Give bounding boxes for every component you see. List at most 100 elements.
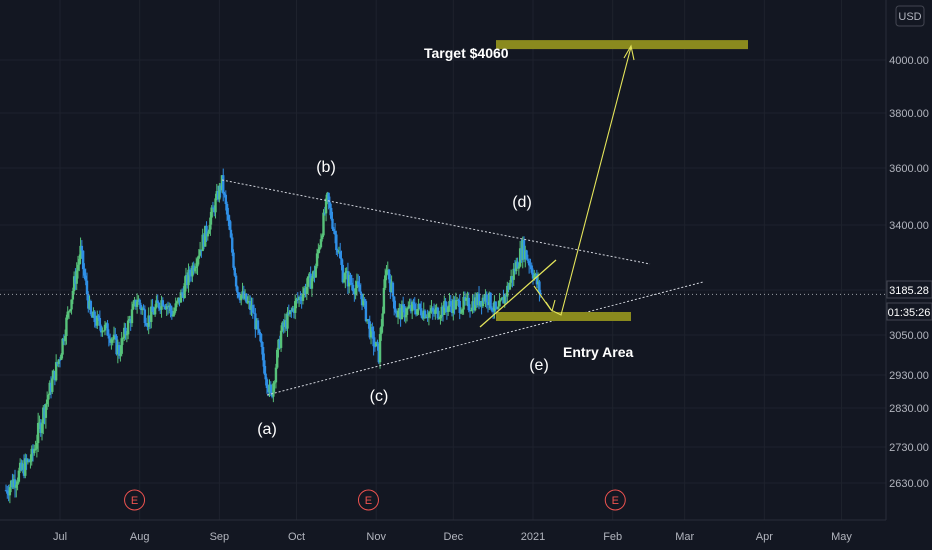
time-axis-labels: Jul Aug Sep Oct Nov Dec 2021 Feb Mar Apr May — [53, 531, 852, 543]
candle-body — [151, 306, 154, 312]
candle-body — [475, 297, 478, 306]
candle-body — [214, 198, 217, 213]
candle-body — [410, 302, 414, 312]
candle-body — [526, 259, 530, 261]
candle-body — [477, 293, 481, 306]
candle-body — [324, 198, 328, 214]
candle-body — [117, 345, 121, 356]
price-tick-label: 3800.00 — [889, 108, 929, 120]
candle-body — [390, 282, 393, 293]
candle-body — [282, 322, 285, 327]
candle-body — [103, 324, 107, 331]
candle-body — [51, 378, 54, 392]
candle-body — [7, 493, 10, 496]
candle-body — [459, 312, 463, 314]
candle-body — [436, 307, 440, 319]
candle-body — [512, 268, 515, 280]
candle-body — [427, 312, 431, 318]
candle-body — [353, 291, 356, 295]
candle-body — [448, 301, 451, 307]
candle-body — [187, 269, 190, 286]
candle-body — [502, 297, 505, 304]
candle-body — [538, 281, 541, 294]
candle-body — [40, 423, 44, 433]
time-tick-label: Jul — [53, 531, 67, 543]
candle-body — [372, 331, 375, 347]
candle-body — [111, 339, 114, 341]
time-tick-label: 2021 — [521, 531, 545, 543]
candle-body — [245, 293, 248, 303]
candle-body — [58, 359, 62, 361]
candle-body — [61, 338, 64, 355]
currency-button[interactable] — [895, 5, 925, 27]
candle-body — [381, 313, 384, 327]
time-tick-label: Apr — [756, 531, 773, 543]
earnings-event-label: E — [365, 495, 372, 507]
entry-zone-box[interactable] — [496, 312, 631, 321]
candle-body — [520, 248, 523, 260]
candle-body — [34, 448, 37, 450]
candle-body — [54, 362, 58, 381]
candle-body — [177, 297, 180, 302]
candle-body — [336, 250, 339, 253]
candle-body — [259, 333, 262, 342]
earnings-event-icon[interactable] — [124, 489, 146, 511]
candle-body — [513, 268, 517, 272]
candle-body — [281, 322, 284, 331]
triangle-lower-trendline[interactable] — [266, 281, 704, 396]
candle-body — [409, 305, 413, 312]
candle-body — [306, 276, 310, 287]
wave-e-rally-line[interactable] — [479, 259, 557, 328]
candle-body — [518, 248, 522, 267]
earnings-event-icon[interactable] — [357, 489, 379, 511]
candle-body — [419, 308, 423, 316]
candle-body — [527, 260, 531, 266]
candle-body — [207, 229, 211, 234]
projection-path[interactable] — [533, 46, 632, 316]
time-axis[interactable] — [0, 520, 886, 550]
candle-body — [56, 362, 59, 364]
candle-body — [157, 303, 161, 309]
candle-body — [516, 261, 519, 269]
candle-body — [21, 463, 24, 470]
candle-body — [44, 404, 48, 418]
candle-body — [294, 301, 297, 313]
triangle-upper-trendline[interactable] — [221, 179, 651, 265]
candle-body — [363, 299, 366, 302]
drawing-layer: (a) (b) (c) (d) (e) Target $4060 Entry Area E E E — [0, 40, 886, 511]
candle-body — [285, 320, 288, 329]
candle-body — [62, 338, 66, 342]
candle-body — [534, 273, 537, 276]
candle-body — [15, 484, 18, 488]
target-zone-box[interactable] — [496, 40, 748, 50]
candle-body — [182, 293, 185, 298]
candle-body — [309, 273, 312, 289]
candle-body — [63, 336, 67, 342]
price-tick-label: 3400.00 — [889, 220, 929, 232]
candle-body — [371, 327, 374, 332]
candle-body — [179, 292, 183, 303]
earnings-event-icon[interactable] — [604, 489, 626, 511]
candle-body — [398, 308, 401, 311]
candle-body — [191, 265, 194, 277]
countdown-label: 01:35:26 — [888, 307, 931, 319]
candle-body — [174, 303, 177, 312]
candle-body — [346, 271, 350, 287]
candle-body — [317, 249, 320, 254]
candle-body — [161, 300, 165, 306]
candle-body — [476, 293, 479, 306]
candle-body — [535, 273, 539, 285]
candle-body — [435, 307, 438, 310]
candle-body — [216, 191, 220, 200]
time-tick-label: Mar — [675, 531, 694, 543]
candle-body — [75, 270, 78, 284]
candle-body — [454, 300, 458, 310]
candle-body — [382, 287, 386, 314]
candle-body — [439, 316, 442, 319]
candle-body — [530, 265, 533, 273]
candle-body — [193, 268, 197, 272]
price-axis[interactable] — [886, 0, 932, 520]
candle-body — [269, 384, 272, 394]
candle-body — [364, 301, 368, 322]
